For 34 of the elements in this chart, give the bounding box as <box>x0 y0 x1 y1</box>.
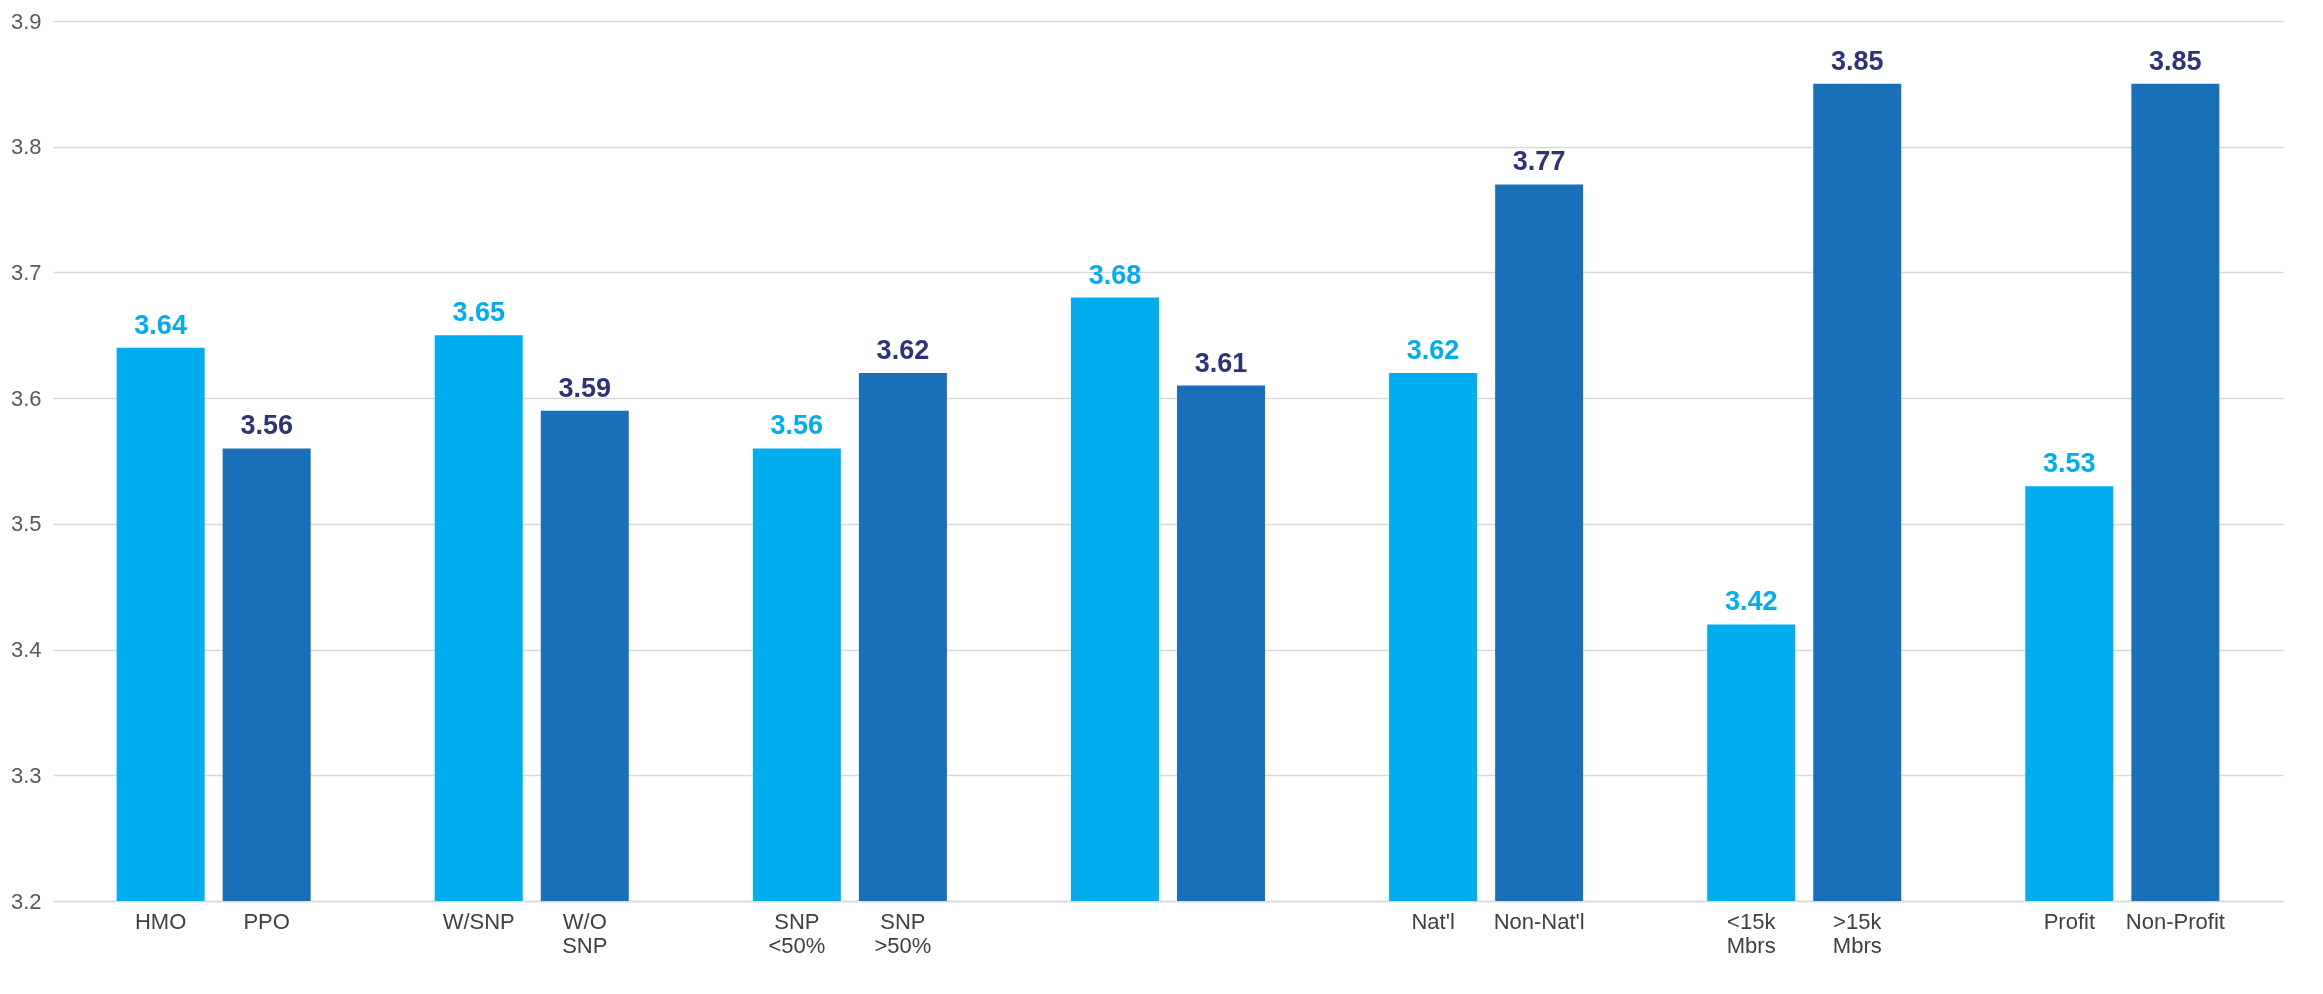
data-label: 3.77 <box>1512 146 1566 177</box>
x-tick-label: Non-Nat'l <box>1493 908 1585 934</box>
data-label: 3.65 <box>452 297 506 328</box>
y-tick-label: 3.3 <box>10 762 42 788</box>
data-label: 3.68 <box>1088 259 1142 290</box>
data-label: 3.56 <box>770 410 824 441</box>
data-label: 3.64 <box>134 309 187 340</box>
data-label: 3.59 <box>558 372 612 403</box>
x-tick-label: >15k Mbrs <box>1832 908 1883 958</box>
x-tick-label: Nat'l <box>1411 908 1455 934</box>
x-tick-label: HMO <box>134 908 187 934</box>
y-tick-label: 3.6 <box>10 385 42 411</box>
x-tick-label: Profit <box>2043 908 2096 934</box>
x-tick-label: Non-Profit <box>2125 908 2225 934</box>
x-tick-label: W/SNP <box>442 908 515 934</box>
x-tick-label: <15k Mbrs <box>1726 908 1777 958</box>
y-tick-label: 3.2 <box>10 888 42 914</box>
x-tick-label: W/O SNP <box>562 908 608 958</box>
data-label: 3.56 <box>240 410 293 441</box>
data-label: 3.62 <box>876 335 930 365</box>
y-tick-label: 3.4 <box>10 637 42 663</box>
data-label: 3.85 <box>2149 45 2202 76</box>
y-tick-label: 3.9 <box>10 8 42 34</box>
y-tick-label: 3.8 <box>10 134 42 160</box>
data-label: 3.42 <box>1724 586 1778 617</box>
x-tick-label: PPO <box>243 908 290 934</box>
data-label: 3.61 <box>1194 347 1248 378</box>
x-tick-label: SNP >50% <box>874 908 932 958</box>
x-tick-label: SNP <50% <box>768 908 826 958</box>
data-label: 3.85 <box>1830 45 1884 76</box>
data-label: 3.62 <box>1406 335 1460 365</box>
y-tick-label: 3.5 <box>10 511 42 537</box>
data-label: 3.53 <box>2043 448 2096 479</box>
y-tick-label: 3.7 <box>10 259 42 285</box>
